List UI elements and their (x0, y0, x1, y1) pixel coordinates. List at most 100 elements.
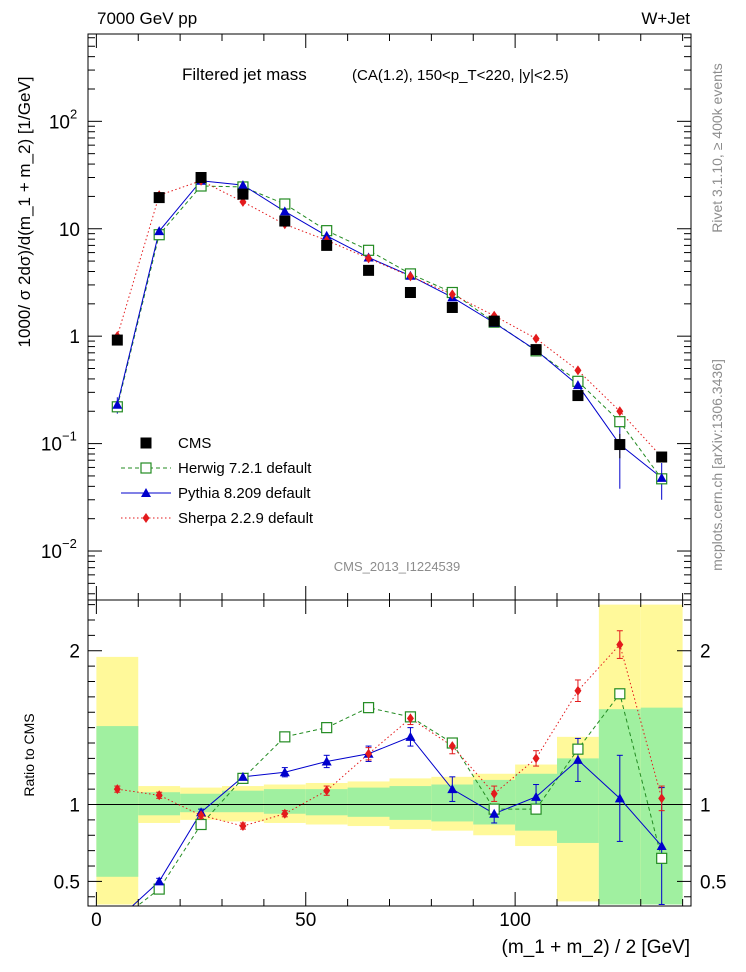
pythia-point (447, 784, 458, 794)
ratio-uncertainty-bands (96, 604, 683, 905)
ratio-series-line-2 (117, 643, 663, 827)
main-y-tick-label: 10 (41, 435, 62, 456)
cms-point (656, 451, 668, 463)
x-axis-label: (m_1 + m_2) / 2 [GeV] (502, 937, 691, 958)
ratio-y-tick-label-right: 0.5 (700, 872, 726, 893)
herwig-point (279, 731, 291, 743)
sherpa-point (616, 406, 624, 417)
ratio-y-tick-label: 1 (69, 796, 80, 817)
sherpa-point (448, 289, 456, 300)
pythia-point (154, 226, 165, 236)
ratio-panel: 0.5 0.5 1 1 2 2 0 50 100 Ratio to CMS (m_1 + m_2… (21, 599, 726, 958)
cms-point (488, 315, 500, 327)
cms-point (572, 390, 584, 402)
main-series-line-3 (116, 180, 663, 458)
sherpa-point (239, 821, 247, 832)
herwig-point (614, 416, 626, 428)
stat-uncertainty-band (347, 787, 390, 817)
herwig-point (195, 818, 207, 831)
cms-point (614, 439, 626, 451)
ratio-series-group (113, 630, 668, 906)
pythia-point (141, 488, 151, 497)
pythia-point (531, 791, 542, 801)
sherpa-point (574, 685, 582, 696)
sherpa-point (365, 748, 373, 759)
sherpa-point (323, 785, 331, 796)
herwig-point (321, 722, 333, 734)
herwig-point (572, 743, 584, 755)
main-title: Filtered jet mass (182, 65, 307, 84)
legend: CMS Herwig 7.2.1 default Pythia 8.209 defa… (121, 435, 314, 527)
pythia-point (321, 756, 332, 766)
ratio-y-tick-label: 2 (69, 642, 80, 663)
cms-point (446, 301, 458, 313)
x-tick-label: 100 (499, 910, 531, 931)
pythia-point (572, 380, 583, 390)
main-y-tick-label: 10 (49, 112, 70, 133)
legend-label-3: Sherpa 2.2.9 default (178, 510, 314, 527)
sherpa-point (113, 784, 121, 795)
main-series-line-1 (116, 185, 663, 480)
pythia-point (489, 808, 500, 818)
stat-uncertainty-band (222, 790, 264, 813)
sherpa-point (142, 513, 150, 523)
herwig-point (656, 852, 668, 864)
ratio-series (113, 630, 668, 906)
analysis-watermark: CMS_2013_I1224539 (334, 559, 461, 574)
legend-label-2: Pythia 8.209 default (178, 485, 311, 502)
sherpa-point (155, 790, 163, 801)
ratio-y-tick-label: 0.5 (54, 872, 80, 893)
sherpa-point (448, 741, 456, 752)
main-y-tick-exponent: −1 (62, 429, 77, 444)
cms-point (153, 192, 165, 204)
ratio-axis-ticks: 0.5 0.5 1 1 2 2 0 50 100 (54, 600, 726, 931)
sherpa-point (532, 753, 540, 764)
main-subtitle: (CA(1.2), 150<p_T<220, |y|<2.5) (352, 67, 569, 84)
pythia-point (656, 472, 667, 482)
main-y-tick-label: 1 (69, 327, 80, 348)
header-energy: 7000 GeV pp (97, 9, 197, 28)
pythia-point (656, 841, 667, 851)
x-tick-label: 0 (91, 910, 102, 931)
sherpa-point (281, 808, 289, 819)
herwig-point (614, 688, 626, 700)
sherpa-point (197, 810, 205, 821)
ratio-series-line-1 (131, 736, 663, 906)
cms-point (111, 334, 123, 346)
main-y-tick-exponent: 2 (70, 106, 77, 121)
main-y-tick-label: 10 (41, 542, 62, 563)
cms-point (195, 171, 207, 183)
x-tick-label: 50 (295, 910, 316, 931)
pythia-point (279, 206, 290, 216)
sherpa-point (406, 713, 414, 724)
stat-uncertainty-band (96, 726, 139, 877)
legend-label-1: Herwig 7.2.1 default (178, 460, 312, 477)
stat-uncertainty-band (138, 792, 181, 816)
herwig-point (153, 883, 165, 895)
herwig-point (140, 462, 152, 474)
cms-point (404, 287, 416, 299)
ratio-y-axis-label: Ratio to CMS (21, 713, 37, 796)
cms-point (237, 188, 249, 200)
pythia-point (572, 754, 583, 764)
pythia-point (154, 876, 165, 886)
mcplots-label: mcplots.cern.ch [arXiv:1306.3436] (709, 359, 725, 571)
ratio-y-tick-label-right: 2 (700, 642, 711, 663)
cms-point (321, 239, 333, 251)
sherpa-point (658, 793, 666, 804)
pythia-point (237, 180, 248, 190)
main-y-tick-label: 10 (59, 220, 80, 241)
sherpa-point (406, 271, 414, 282)
herwig-point (362, 702, 375, 714)
cms-point (530, 344, 542, 356)
sherpa-point (365, 253, 373, 264)
pythia-point (614, 793, 625, 803)
header-process: W+Jet (641, 9, 690, 28)
sherpa-point (616, 639, 624, 650)
sherpa-point (574, 365, 582, 376)
cms-point (140, 437, 152, 449)
main-y-tick-exponent: −2 (62, 536, 77, 551)
